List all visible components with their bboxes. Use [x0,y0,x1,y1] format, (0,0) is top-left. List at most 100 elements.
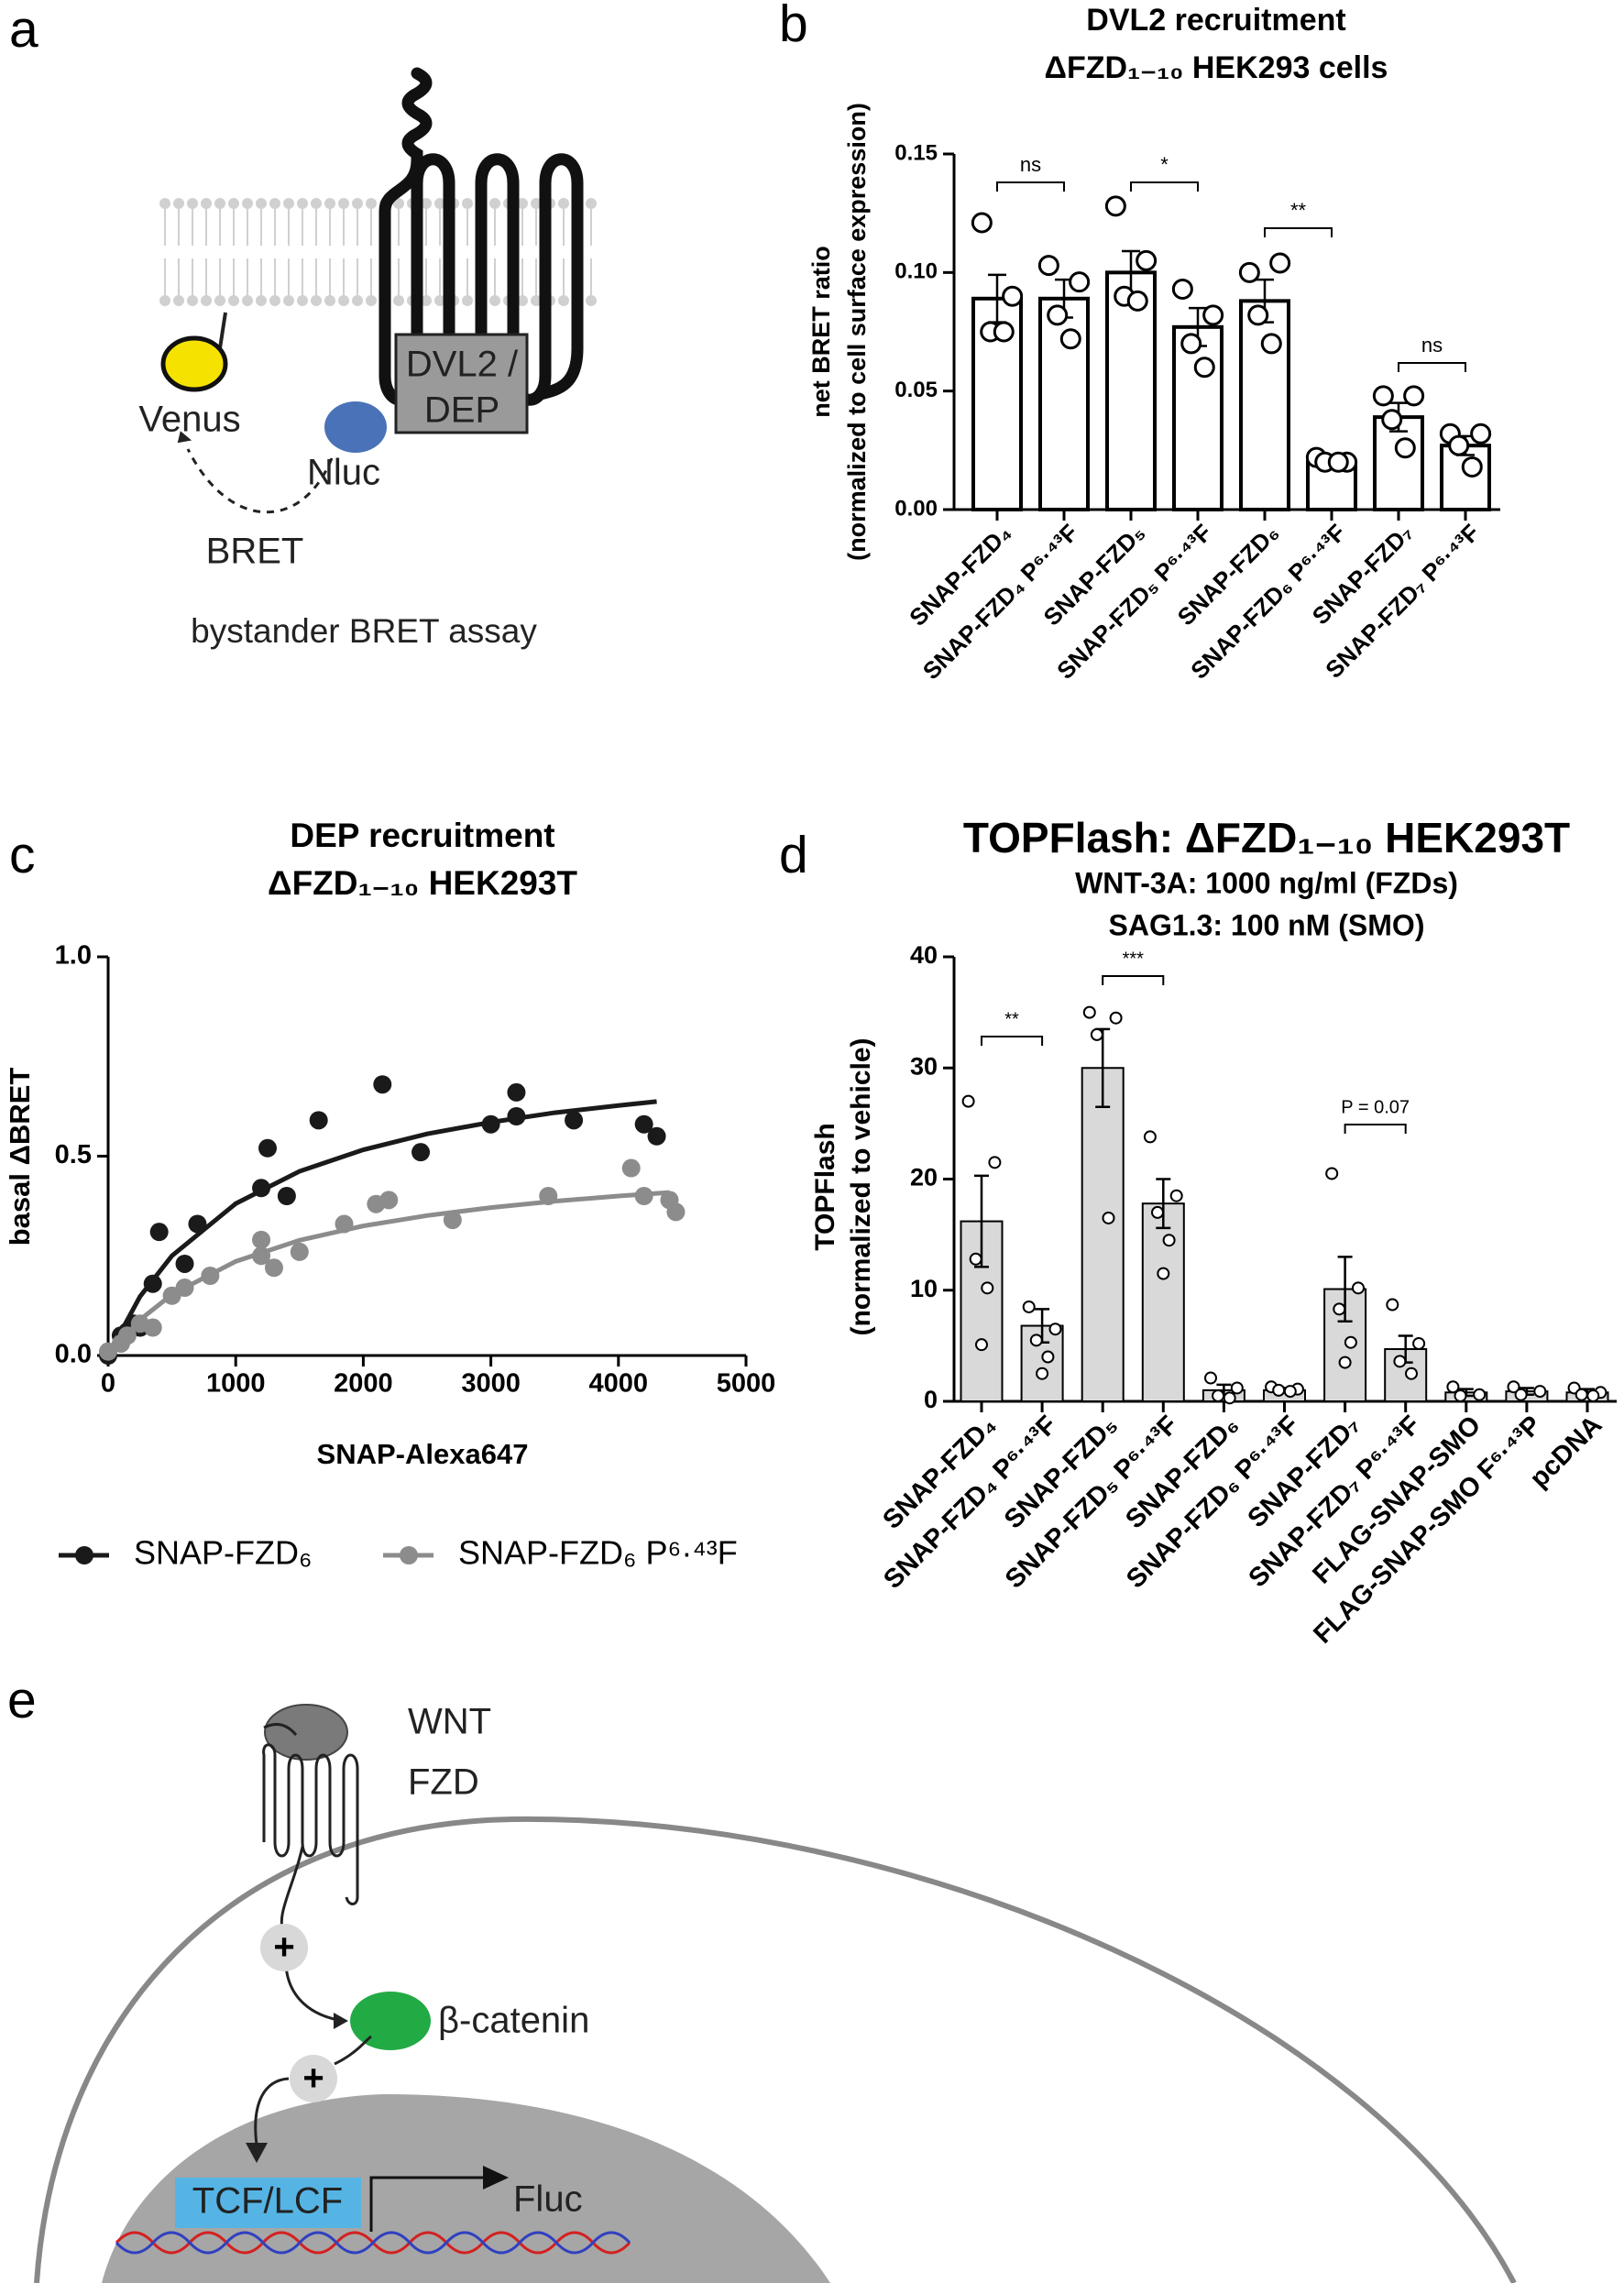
lipid [187,295,198,306]
data-point [1202,304,1224,326]
lipid [242,198,253,209]
panel-label: d [779,826,808,884]
dvl-box [394,333,529,434]
data-point [1102,1211,1115,1224]
lipid [489,198,500,209]
lipid [531,295,542,306]
data-point [1448,434,1470,456]
data-point [1193,357,1215,379]
lipid [489,295,500,306]
data-point [971,212,993,234]
data-point [1157,1267,1170,1280]
data-point [252,1246,271,1266]
lipid [214,295,225,306]
data-point [1327,451,1349,473]
significance-bracket [996,181,1065,192]
data-point [1461,456,1483,477]
data-point [666,1202,686,1222]
y-tick-label: 1.0 [55,941,92,971]
data-point [175,1254,194,1273]
lipid [352,295,363,306]
lipid [173,295,184,306]
significance-label: ** [1290,199,1307,222]
data-point [1507,1380,1520,1394]
arrow-head [334,2013,348,2029]
data-point [1029,1334,1043,1347]
arrow-head [483,2166,509,2190]
lipid [558,198,569,209]
lipid [366,198,377,209]
data-point [1048,1323,1062,1336]
significance-label: * [1160,153,1169,176]
venus-linker [218,312,227,349]
data-point [1041,1350,1055,1364]
data-point [1247,304,1269,326]
x-tick-label: 2000 [334,1369,393,1399]
data-point [993,321,1015,343]
legend-marker [75,1546,93,1564]
lipid [517,295,528,306]
lipid [421,295,432,306]
lipid [586,295,597,306]
y-tick-label: 40 [910,941,938,969]
data-point [335,1214,354,1234]
significance-label: ns [1020,153,1041,176]
y-tick-label: 0 [924,1386,938,1413]
data-point [1069,271,1091,293]
panel-label: c [9,826,36,884]
lipid [393,198,404,209]
lipid [283,198,294,209]
fit-curve [105,1099,657,1357]
data-point [1403,385,1425,407]
significance-label: ns [1421,334,1443,357]
data-point [1393,1355,1407,1368]
data-point [1002,285,1024,307]
promoter-arrow [369,2176,486,2232]
data-point [1272,1383,1286,1397]
lipid [517,198,528,209]
data-point [252,1230,271,1249]
data-point [290,1242,309,1261]
data-point [1333,1302,1346,1316]
label: BRET [206,532,304,572]
lipid [187,198,198,209]
fzd [262,1722,359,1905]
data-point [1260,333,1282,355]
data-point [258,1138,277,1158]
lipid [338,198,349,209]
lipid [256,198,267,209]
cell-membrane [34,1816,1517,2283]
lipid [311,295,322,306]
lipid [393,295,404,306]
lipid [201,198,212,209]
data-point [621,1158,641,1178]
data-point [1381,409,1403,431]
nucleus [102,2094,830,2283]
data-point [1412,1336,1426,1350]
data-point [277,1187,296,1205]
x-tick-label: 0 [101,1369,115,1399]
significance-bracket [1398,362,1466,372]
bar [1081,1067,1125,1402]
significance-bracket [1264,227,1333,237]
data-point [373,1075,392,1094]
lipid [434,198,445,209]
y-tick-label: 30 [910,1052,938,1080]
dna [115,2231,631,2255]
y-axis-label: net BRET ratio [807,246,835,418]
data-point [117,1326,137,1345]
label: FZD [408,1762,479,1803]
bar [1141,1202,1185,1403]
caption: bystander BRET assay [191,612,537,650]
label: DVL2 / [406,345,519,385]
data-point [1109,1011,1123,1025]
data-point [1405,1367,1418,1380]
data-point [634,1114,653,1134]
panel-label: e [7,1671,37,1729]
data-point [1082,1005,1096,1019]
label: TCF/LCF [192,2181,343,2222]
data-point [1059,328,1081,350]
lipid [269,295,280,306]
lipid [311,198,322,209]
